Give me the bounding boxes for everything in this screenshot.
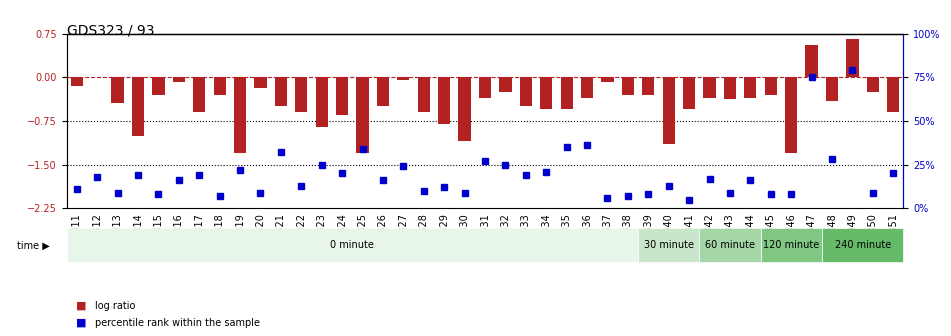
- Text: ■: ■: [76, 301, 87, 311]
- Bar: [438, 77, 451, 124]
- Bar: [173, 77, 184, 82]
- Bar: [132, 77, 145, 135]
- FancyBboxPatch shape: [699, 228, 761, 262]
- Bar: [846, 39, 859, 77]
- FancyBboxPatch shape: [67, 228, 638, 262]
- Bar: [316, 77, 328, 127]
- Bar: [866, 77, 879, 92]
- Bar: [254, 77, 266, 88]
- Bar: [825, 77, 838, 100]
- Bar: [357, 77, 369, 153]
- Bar: [663, 77, 675, 144]
- Bar: [560, 77, 573, 109]
- Bar: [152, 77, 165, 95]
- Bar: [377, 77, 389, 107]
- Text: percentile rank within the sample: percentile rank within the sample: [95, 318, 261, 328]
- Bar: [745, 77, 756, 98]
- Bar: [398, 77, 410, 80]
- Bar: [765, 77, 777, 95]
- Text: log ratio: log ratio: [95, 301, 135, 311]
- Bar: [519, 77, 532, 107]
- Bar: [887, 77, 900, 112]
- Text: time ▶: time ▶: [17, 240, 49, 250]
- Bar: [458, 77, 471, 141]
- Bar: [111, 77, 124, 103]
- Text: 30 minute: 30 minute: [644, 240, 693, 250]
- Bar: [193, 77, 205, 112]
- Bar: [540, 77, 553, 109]
- Bar: [214, 77, 225, 95]
- FancyBboxPatch shape: [822, 228, 903, 262]
- Bar: [786, 77, 797, 153]
- Bar: [622, 77, 634, 95]
- Text: GDS323 / 93: GDS323 / 93: [67, 24, 154, 38]
- FancyBboxPatch shape: [761, 228, 822, 262]
- Bar: [70, 77, 83, 86]
- FancyBboxPatch shape: [638, 228, 699, 262]
- Bar: [499, 77, 512, 92]
- Bar: [417, 77, 430, 112]
- Bar: [683, 77, 695, 109]
- Bar: [234, 77, 246, 153]
- Text: ■: ■: [76, 318, 87, 328]
- Text: 0 minute: 0 minute: [330, 240, 375, 250]
- Bar: [601, 77, 613, 82]
- Bar: [724, 77, 736, 99]
- Text: 60 minute: 60 minute: [705, 240, 755, 250]
- Text: 120 minute: 120 minute: [763, 240, 820, 250]
- Bar: [805, 45, 818, 77]
- Bar: [295, 77, 307, 112]
- Bar: [336, 77, 348, 115]
- Bar: [581, 77, 593, 98]
- Bar: [704, 77, 716, 98]
- Bar: [479, 77, 491, 98]
- Text: 240 minute: 240 minute: [834, 240, 891, 250]
- Bar: [275, 77, 287, 107]
- Bar: [642, 77, 654, 95]
